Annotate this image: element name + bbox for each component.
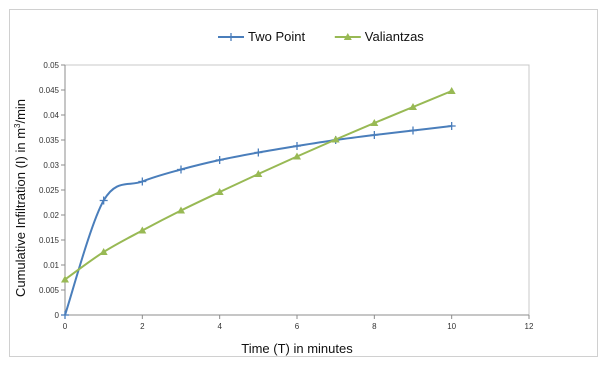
y-axis-title-tail: /min (13, 99, 28, 124)
data-point-valiantzas (177, 206, 185, 214)
data-point-two-point (177, 165, 185, 174)
data-point-two-point (215, 156, 224, 164)
data-point-valiantzas (254, 170, 263, 177)
data-point-valiantzas (61, 275, 69, 283)
data-point-two-point (254, 148, 263, 157)
legend-label-two-point: Two Point (248, 29, 305, 44)
y-tick-label: 0.015 (39, 236, 60, 245)
legend: Two Point Valiantzas (218, 29, 424, 44)
x-axis-title: Time (T) in minutes (241, 341, 353, 356)
data-point-two-point (293, 142, 301, 150)
chart-svg: Two Point Valiantzas 0 2 4 6 8 10 1200.0050.010… (13, 29, 534, 356)
data-point-valiantzas (138, 226, 147, 234)
plot-area-border (64, 64, 530, 316)
data-point-two-point (138, 177, 147, 186)
data-point-two-point (61, 311, 69, 319)
legend-item-two-point: Two Point (218, 29, 305, 44)
y-tick-label: 0.01 (43, 261, 59, 270)
data-point-valiantzas (293, 152, 301, 160)
data-point-two-point (370, 131, 379, 139)
y-tick-label: 0.025 (39, 186, 60, 195)
x-tick-label: 2 (140, 322, 145, 331)
legend-marker-two-point (227, 33, 235, 41)
data-point-two-point (99, 196, 108, 205)
y-tick-label: 0 (55, 311, 60, 320)
y-axis-title-superscript: 3 (13, 123, 22, 128)
x-tick-label: 0 (63, 322, 68, 331)
y-axis-title-main: Cumulative Infiltration (I) in m (13, 128, 28, 297)
series-two-point (61, 122, 456, 319)
data-point-two-point (447, 122, 456, 130)
data-point-valiantzas (331, 135, 340, 143)
series-valiantzas (61, 87, 456, 283)
x-tick-label: 10 (447, 322, 456, 331)
data-point-valiantzas (370, 119, 379, 126)
y-tick-label: 0.035 (39, 136, 60, 145)
x-tick-label: 12 (525, 322, 534, 331)
legend-item-valiantzas: Valiantzas (334, 29, 425, 44)
y-tick-label: 0.045 (39, 86, 60, 95)
x-tick-label: 8 (372, 322, 377, 331)
x-tick-label: 4 (217, 322, 222, 331)
data-point-two-point (409, 126, 417, 135)
axes: 0 2 4 6 8 10 12 0 0.005 0.01 0.015 0.02 0.025 0.03 0.0… (39, 61, 534, 331)
chart-frame: Two Point Valiantzas 0 2 4 6 8 10 12 0 0.005 0.01 0… (9, 9, 598, 357)
x-tick-label: 6 (295, 322, 300, 331)
data-point-valiantzas (447, 87, 456, 94)
data-point-valiantzas (409, 103, 417, 110)
y-axis-title: Cumulative Infiltration (I) in m3/min (13, 99, 28, 297)
y-tick-label: 0.04 (43, 111, 59, 120)
legend-marker-valiantzas (343, 33, 352, 40)
y-tick-label: 0.03 (43, 161, 59, 170)
y-tick-label: 0.005 (39, 286, 60, 295)
y-tick-label: 0.02 (43, 211, 59, 220)
legend-label-valiantzas: Valiantzas (365, 29, 425, 44)
series-layer (61, 87, 456, 319)
data-point-valiantzas (215, 188, 224, 195)
series-line-two-point (64, 125, 452, 316)
data-point-valiantzas (99, 248, 108, 255)
y-tick-label: 0.05 (43, 61, 59, 70)
